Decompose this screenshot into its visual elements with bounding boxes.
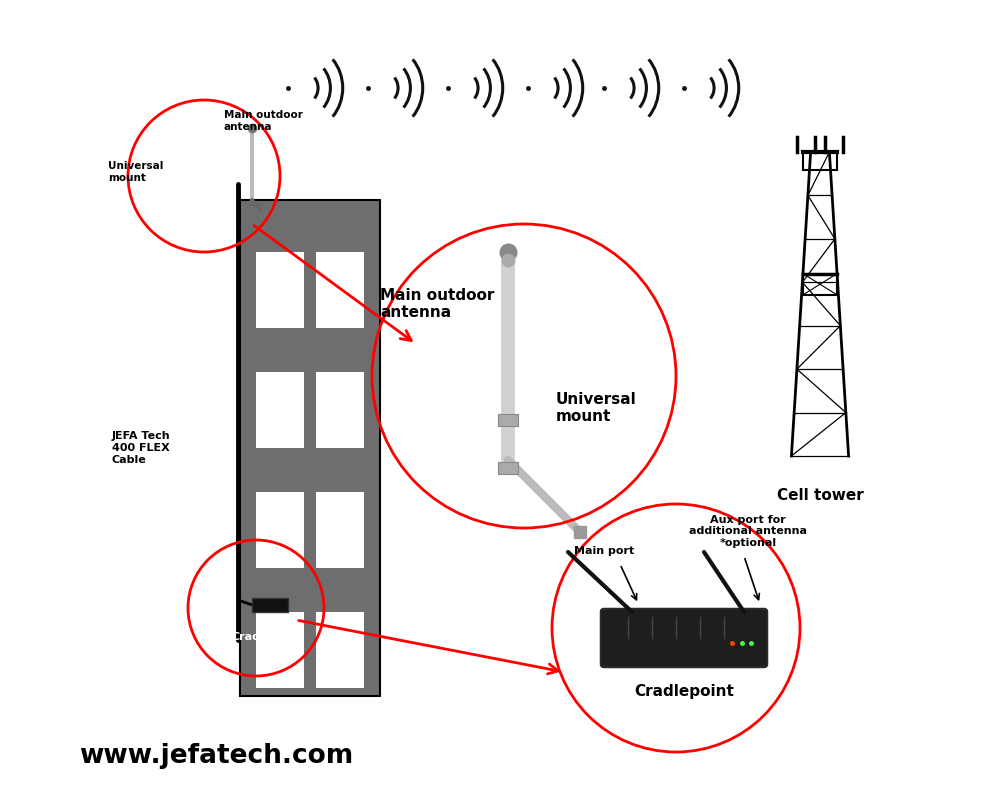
Bar (240, 200, 380, 696)
Text: www.jefatech.com: www.jefatech.com (79, 743, 353, 769)
Bar (498, 414, 518, 426)
Bar (316, 492, 364, 568)
Bar (498, 462, 518, 474)
Bar (316, 252, 364, 328)
Text: Main outdoor
antenna: Main outdoor antenna (380, 288, 494, 320)
Bar (256, 492, 304, 568)
Text: Main outdoor
antenna: Main outdoor antenna (224, 110, 303, 132)
Text: Cradlepoint: Cradlepoint (232, 632, 304, 642)
Text: JEFA Tech
400 FLEX
Cable: JEFA Tech 400 FLEX Cable (112, 431, 171, 465)
Bar (256, 612, 304, 688)
Bar (256, 252, 304, 328)
Bar (256, 372, 304, 448)
Text: Main port: Main port (574, 546, 634, 556)
Text: Universal
mount: Universal mount (556, 392, 637, 424)
Bar (316, 372, 364, 448)
Bar (252, 598, 288, 612)
Bar (316, 612, 364, 688)
Text: Cradlepoint: Cradlepoint (634, 684, 734, 699)
Text: Aux port for
additional antenna
*optional: Aux port for additional antenna *optiona… (689, 515, 807, 548)
FancyBboxPatch shape (601, 609, 767, 667)
Text: Universal
mount: Universal mount (108, 162, 163, 182)
Text: Cell tower: Cell tower (777, 488, 863, 503)
